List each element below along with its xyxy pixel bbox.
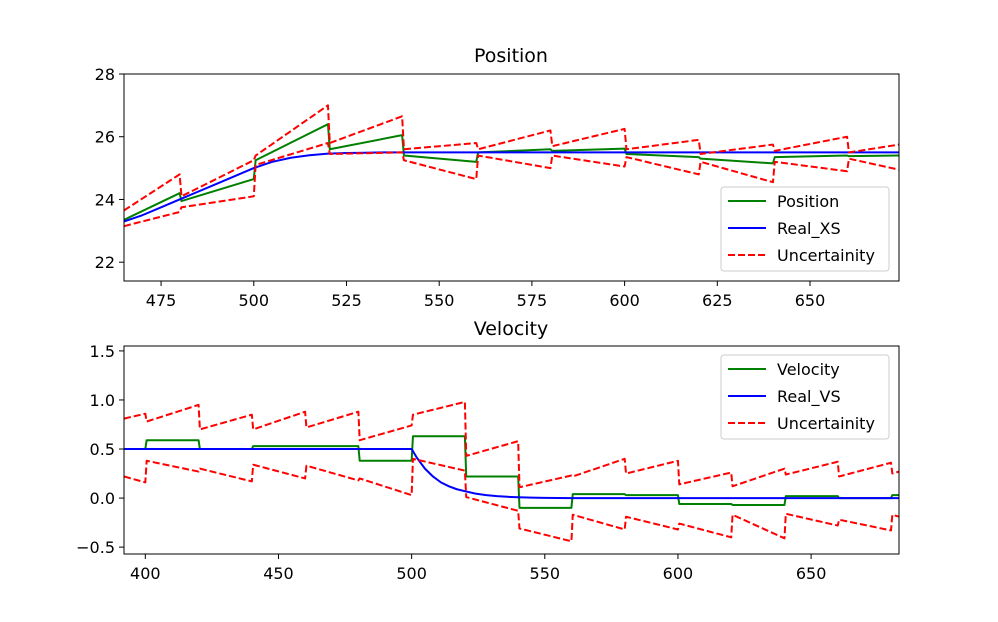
velocity-legend-box — [720, 354, 890, 440]
position-ticks-group: 475 500 525 550 575 600 625 650 22 24 26 28 — [95, 65, 826, 310]
velocity-series-uncertainity-line — [124, 400, 899, 489]
velocity-x-tick-label: 500 — [396, 564, 427, 583]
velocity-legend-label-velocity: Velocity — [777, 360, 840, 379]
velocity-ticks-group: 400 450 500 550 600 650 −0.5 0.0 0.5 1.0 1.5 — [76, 342, 826, 583]
position-y-tick-label: 24 — [95, 190, 115, 209]
velocity-legend: Velocity Real_VS Uncertainity — [720, 354, 890, 440]
velocity-x-tick-label: 450 — [263, 564, 294, 583]
position-x-tick-label: 550 — [424, 291, 455, 310]
velocity-chart-title: Velocity — [474, 318, 549, 340]
position-series-uncertainty-lower-line — [124, 142, 899, 228]
position-legend-label-uncertainty: Uncertainity — [777, 246, 875, 265]
velocity-y-tick-label: 0.5 — [90, 440, 115, 459]
position-legend: Position Real_XS Uncertainity — [720, 186, 890, 272]
velocity-x-tick-label: 650 — [796, 564, 827, 583]
position-x-tick-label: 500 — [239, 291, 270, 310]
position-chart-title: Position — [474, 45, 548, 67]
position-series-uncertainity-line — [124, 104, 899, 212]
velocity-series-real-vs-line — [124, 448, 899, 500]
position-series-real-xs-line — [124, 151, 899, 223]
position-x-tick-label: 625 — [702, 291, 733, 310]
position-legend-label-real-xs: Real_XS — [777, 219, 841, 239]
velocity-y-tick-label: 0.0 — [90, 489, 115, 508]
velocity-legend-label-real-vs: Real_VS — [777, 387, 841, 407]
velocity-y-tick-label: 1.5 — [90, 342, 115, 361]
velocity-chart: Velocity 400 450 500 550 600 650 −0.5 0.0 0.5 1.0… — [76, 318, 900, 583]
position-series-group — [124, 104, 899, 228]
position-x-tick-label: 650 — [795, 291, 826, 310]
position-legend-box — [720, 186, 890, 272]
velocity-axes-frame — [123, 345, 900, 555]
position-y-tick-label: 28 — [95, 65, 115, 84]
velocity-y-tick-label: 1.0 — [90, 391, 115, 410]
velocity-legend-label-uncertainty: Uncertainity — [777, 414, 875, 433]
velocity-y-tick-label: −0.5 — [76, 538, 115, 557]
position-axes-frame — [123, 73, 900, 282]
position-x-tick-label: 525 — [331, 291, 362, 310]
position-legend-label-position: Position — [777, 192, 839, 211]
position-x-tick-label: 600 — [609, 291, 640, 310]
velocity-x-tick-label: 550 — [530, 564, 561, 583]
position-y-tick-label: 26 — [95, 128, 115, 147]
position-x-tick-label: 575 — [517, 291, 548, 310]
velocity-x-tick-label: 600 — [663, 564, 694, 583]
position-y-tick-label: 22 — [95, 253, 115, 272]
position-x-tick-label: 475 — [146, 291, 177, 310]
velocity-x-tick-label: 400 — [130, 564, 161, 583]
velocity-series-group — [124, 400, 899, 543]
velocity-series-uncertainty-lower-line — [124, 457, 899, 543]
position-chart: Position 475 500 525 550 575 600 625 650 22 24 26 2… — [95, 45, 900, 310]
